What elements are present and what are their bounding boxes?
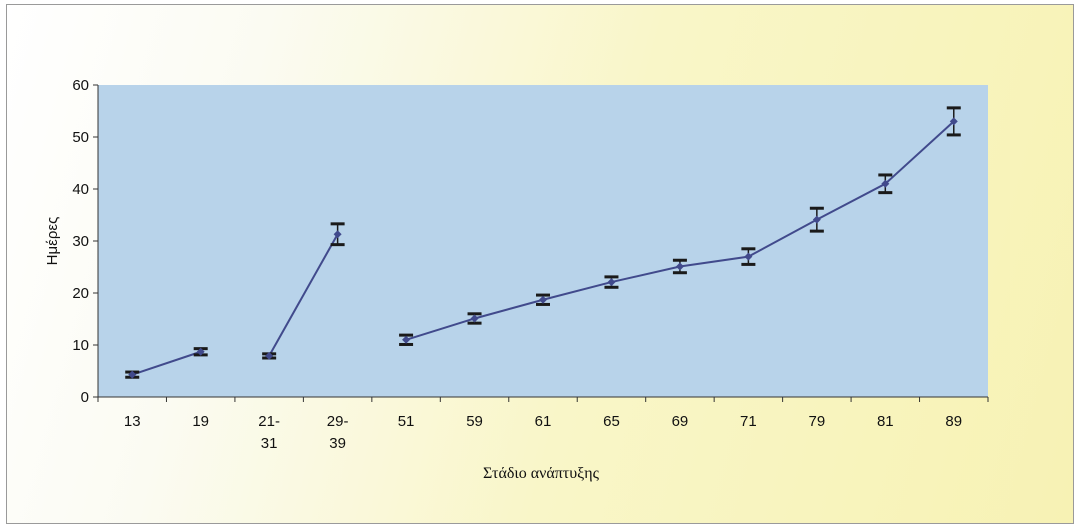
data-points (128, 117, 958, 379)
axes (93, 84, 989, 402)
data-point (128, 370, 137, 379)
data-point (333, 230, 342, 239)
y-tick-label: 20 (72, 285, 89, 302)
x-tick-label: 61 (535, 413, 552, 430)
y-tick-label: 50 (72, 129, 89, 146)
data-point (744, 252, 753, 261)
y-tick-label: 60 (72, 77, 89, 94)
y-tick-label: 30 (72, 233, 89, 250)
series-line-segment (268, 233, 339, 357)
y-tick-labels: 0 10 20 30 40 50 60 (72, 77, 89, 406)
data-point (196, 347, 205, 356)
data-point (881, 179, 890, 188)
x-tick-label: 89 (945, 413, 962, 430)
data-point (812, 215, 821, 224)
y-tick-label: 0 (81, 389, 89, 406)
chart: 0 10 20 30 40 50 60 13 19 21-31 29-39 51 59 61 65 69 71… (44, 77, 989, 482)
data-point (949, 117, 958, 126)
data-point (675, 262, 684, 271)
data-point (470, 314, 479, 323)
x-tick-label: 81 (877, 413, 894, 430)
x-tick-label: 19 (192, 413, 209, 430)
y-tick-label: 40 (72, 181, 89, 198)
x-tick-label: 71 (740, 413, 757, 430)
x-tick-label: 51 (398, 413, 415, 430)
x-tick-label: 59 (466, 413, 483, 430)
x-tick-label: 29-39 (327, 413, 349, 452)
x-tick-labels: 13 19 21-31 29-39 51 59 61 65 69 71 79 81 89 (124, 413, 962, 452)
data-point (539, 295, 547, 304)
plot-area (98, 85, 988, 397)
y-tick-label: 10 (72, 337, 89, 354)
y-axis-title: Ημέρες (44, 217, 61, 266)
x-tick-label: 79 (809, 413, 826, 430)
chart-frame: 0 10 20 30 40 50 60 13 19 21-31 29-39 51 59 61 65 69 71… (6, 4, 1074, 524)
x-tick-label: 69 (672, 413, 689, 430)
data-point (265, 351, 274, 360)
series-line-segment (131, 350, 202, 376)
data-point (402, 335, 411, 344)
x-tick-label: 65 (603, 413, 620, 430)
x-tick-label: 13 (124, 413, 141, 430)
x-tick-label: 21-31 (258, 413, 280, 452)
x-axis-title: Στάδιο ανάπτυξης (483, 465, 600, 482)
data-point (607, 278, 616, 287)
